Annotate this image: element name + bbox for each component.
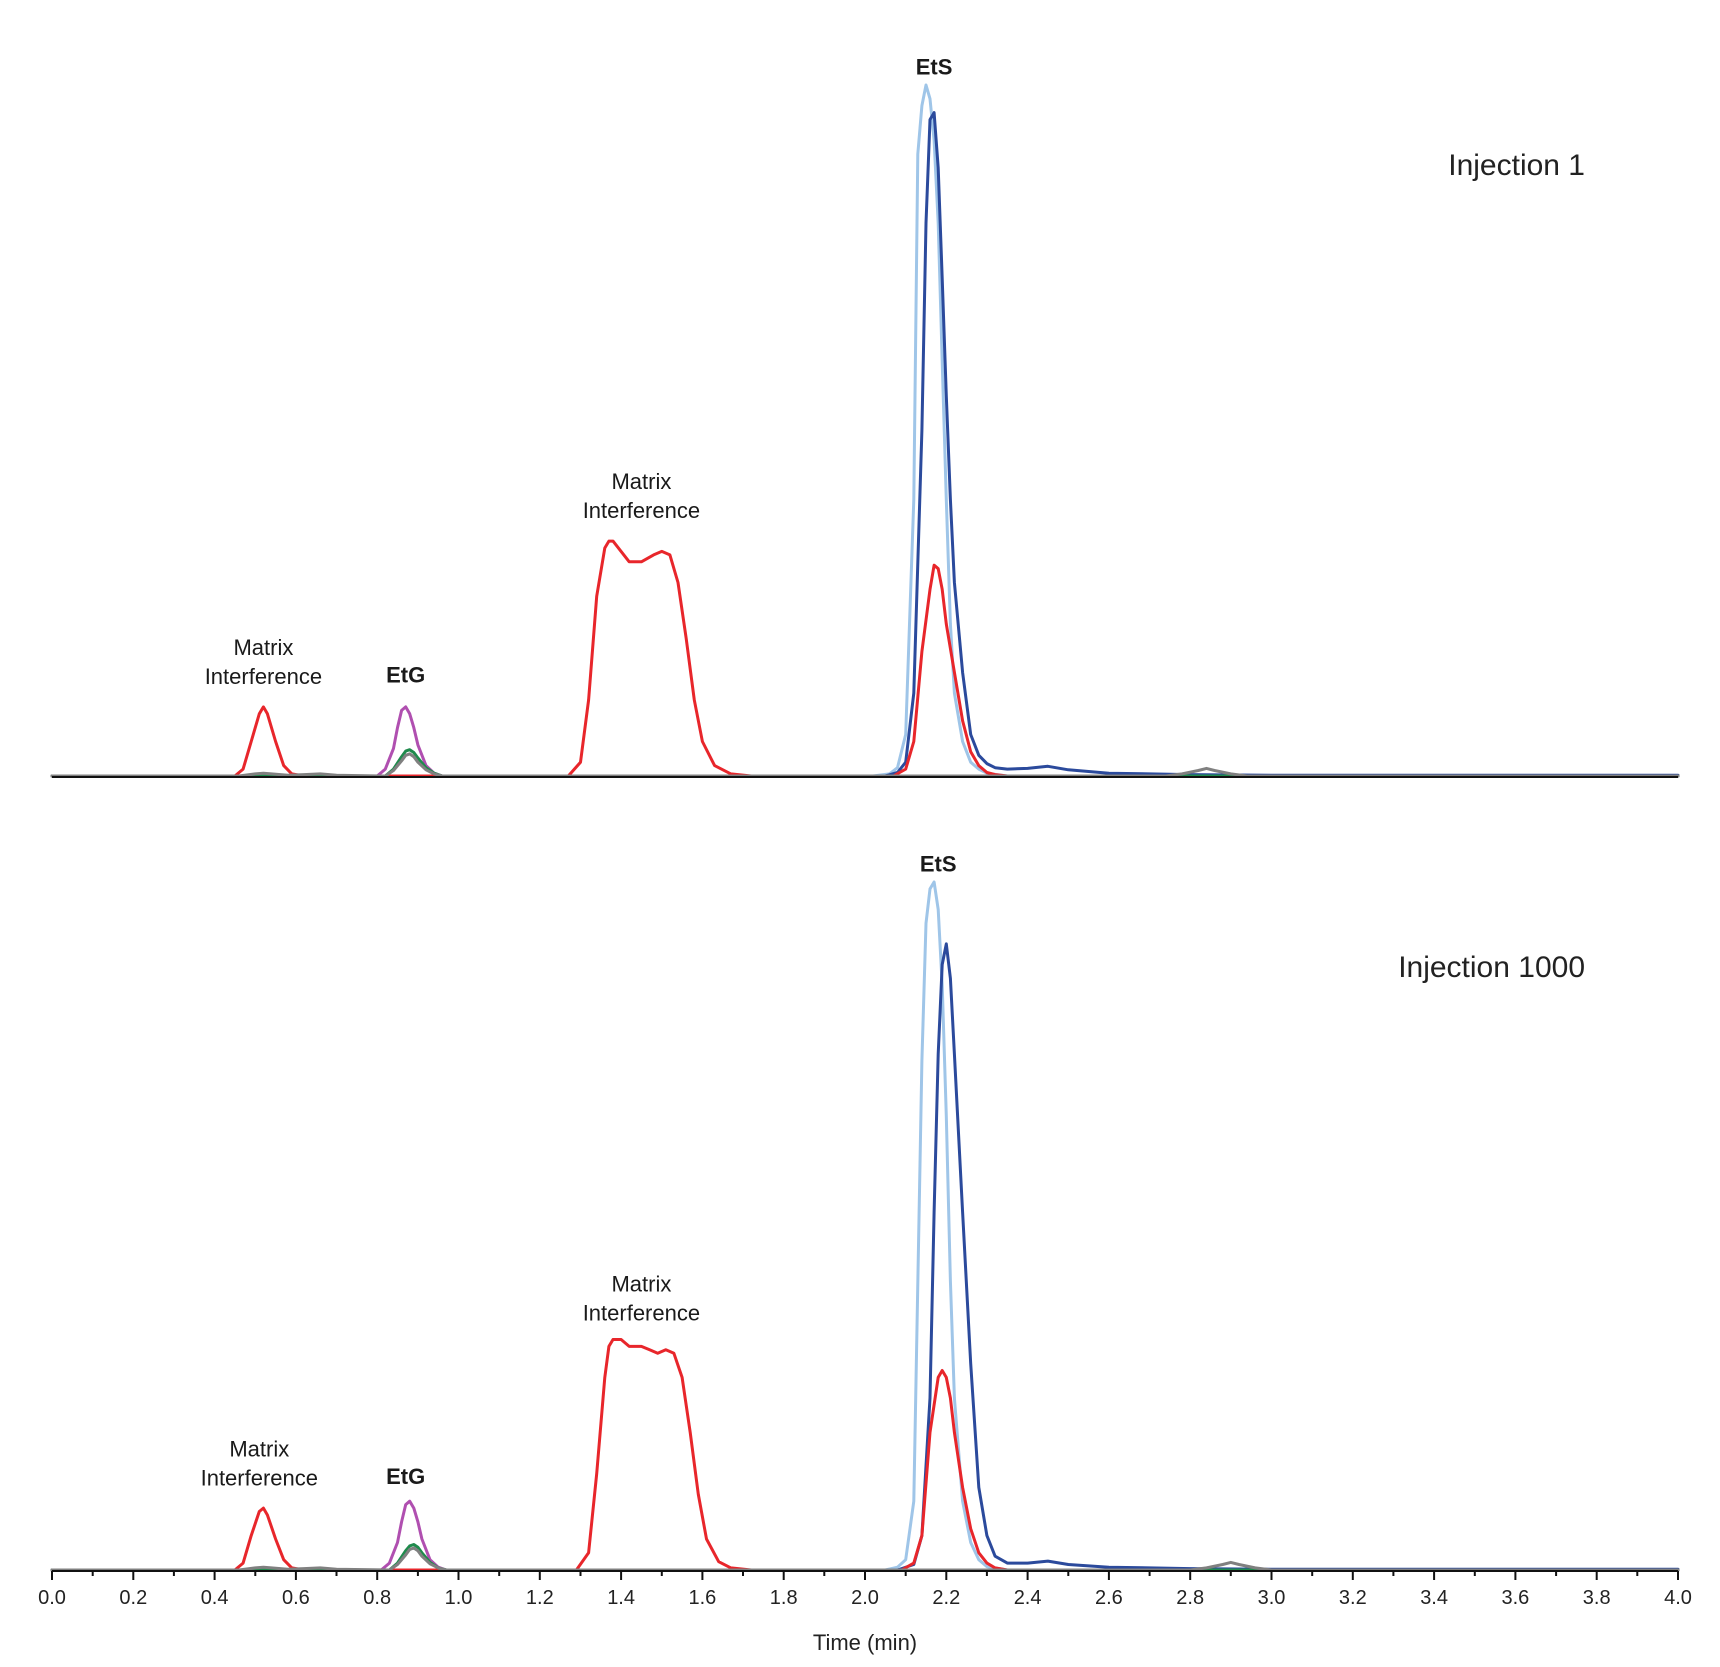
trace-line-2 — [50, 111, 1680, 778]
panel-label: Injection 1 — [1448, 149, 1585, 182]
trace-line-4 — [50, 1499, 1680, 1572]
panel-label: Injection 1000 — [1398, 951, 1585, 984]
x-tick-label: 1.2 — [526, 1587, 554, 1609]
trace-line-3 — [50, 1338, 1680, 1572]
x-tick-label: 2.2 — [932, 1587, 960, 1609]
annotation-matrix-interference: Matrix Interference — [583, 469, 700, 523]
panel-injection-1000: Matrix Interference EtG Matrix Interference E… — [38, 852, 1692, 1655]
x-tick-label: 0.2 — [119, 1587, 147, 1609]
annotation-etg: EtG — [386, 1464, 425, 1489]
trace-line-1 — [50, 880, 1680, 1572]
x-tick-label: 0.4 — [201, 1587, 229, 1609]
trace-line-6 — [50, 752, 1680, 778]
x-tick-label: 3.4 — [1420, 1587, 1448, 1609]
annotation-ets: EtS — [920, 852, 957, 877]
annotation-ets: EtS — [916, 55, 953, 80]
trace-line-5 — [50, 748, 1680, 778]
annotation-matrix-interference: Matrix Interference — [205, 635, 322, 689]
trace-line-4 — [50, 705, 1680, 778]
x-tick-label: 3.2 — [1339, 1587, 1367, 1609]
x-tick-label: 1.6 — [688, 1587, 716, 1609]
panel-injection-1: Matrix Interference EtG Matrix Interference E… — [50, 55, 1680, 778]
trace-line-6 — [50, 1546, 1680, 1572]
x-axis-title: Time (min) — [813, 1630, 917, 1655]
x-tick-label: 1.4 — [607, 1587, 635, 1609]
x-tick-label: 2.4 — [1014, 1587, 1042, 1609]
x-tick-label: 1.8 — [770, 1587, 798, 1609]
x-tick-label: 2.8 — [1176, 1587, 1204, 1609]
x-tick-label: 2.6 — [1095, 1587, 1123, 1609]
x-tick-label: 3.0 — [1258, 1587, 1286, 1609]
annotation-etg: EtG — [386, 663, 425, 688]
trace-line-1 — [50, 83, 1680, 778]
annotation-matrix-interference: Matrix Interference — [201, 1437, 318, 1491]
trace-line-3 — [50, 539, 1680, 778]
trace-line-2 — [50, 942, 1680, 1572]
trace-line-5 — [50, 1543, 1680, 1572]
x-tick-label: 1.0 — [445, 1587, 473, 1609]
x-tick-label: 0.6 — [282, 1587, 310, 1609]
x-tick-label: 3.6 — [1501, 1587, 1529, 1609]
x-tick-label: 4.0 — [1664, 1587, 1692, 1609]
annotation-matrix-interference: Matrix Interference — [583, 1271, 700, 1325]
x-tick-label: 0.8 — [363, 1587, 391, 1609]
x-tick-label: 3.8 — [1583, 1587, 1611, 1609]
x-tick-label: 0.0 — [38, 1587, 66, 1609]
x-tick-label: 2.0 — [851, 1587, 879, 1609]
